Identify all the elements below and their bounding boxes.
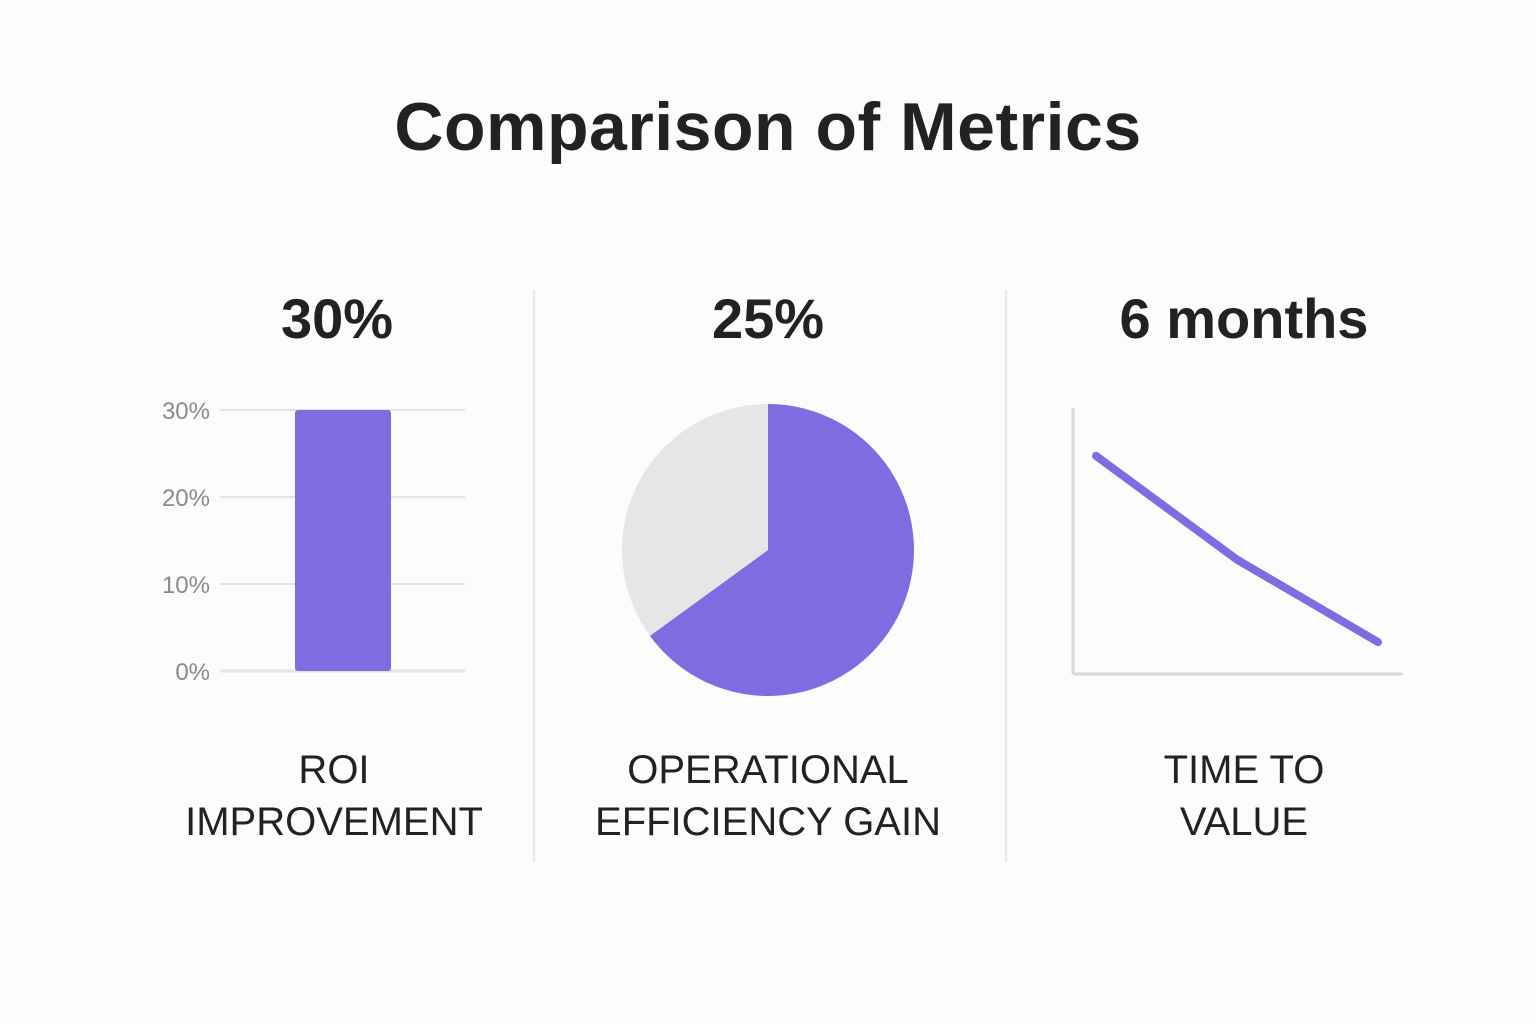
roi-label-line-1: ROI [298, 748, 370, 792]
panel-divider-2 [1005, 290, 1007, 862]
roi-value: 30% [280, 287, 394, 350]
series-line [1092, 451, 1382, 647]
pie-slice [649, 404, 914, 696]
time-to-value-label-line-2: VALUE [1179, 800, 1309, 844]
roi-label: ROI IMPROVEMENT [185, 744, 483, 848]
y-tick-label: 30% [162, 398, 210, 425]
roi-label-line-2: IMPROVEMENT [185, 800, 483, 844]
y-tick-label: 20% [162, 485, 210, 512]
efficiency-pie-chart [622, 404, 914, 696]
efficiency-label: OPERATIONAL EFFICIENCY GAIN [595, 744, 941, 848]
efficiency-label-line-1: OPERATIONAL [627, 748, 909, 792]
page-title: Comparison of Metrics [394, 89, 1142, 165]
pie-slice [622, 404, 768, 636]
efficiency-value: 25% [711, 287, 825, 350]
roi-bar-chart: 0% 10% 20% 30% [162, 398, 465, 686]
bar [295, 410, 391, 671]
time-to-value-label-line-1: TIME TO [1163, 748, 1325, 792]
time-to-value-label: TIME TO VALUE [1164, 744, 1325, 848]
panel-divider-1 [533, 290, 535, 862]
time-to-value-line-chart [1071, 408, 1403, 676]
y-tick-label: 0% [175, 659, 210, 686]
efficiency-label-line-2: EFFICIENCY GAIN [595, 800, 941, 844]
y-tick-label: 10% [162, 572, 210, 599]
time-to-value-value: 6 months [1119, 287, 1369, 350]
